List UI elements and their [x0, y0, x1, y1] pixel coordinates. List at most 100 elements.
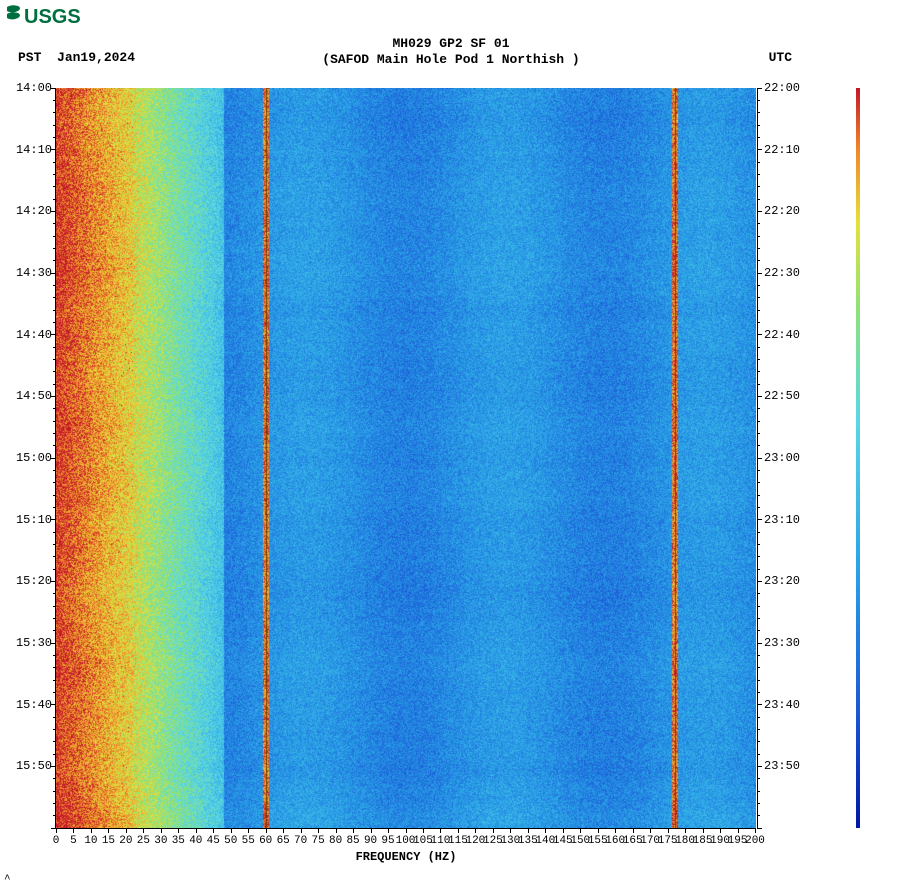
x-tick-label: 200	[745, 835, 765, 847]
spectrogram-canvas	[56, 88, 756, 828]
x-tick	[266, 828, 267, 833]
y-tick	[757, 618, 760, 619]
y-tick	[53, 544, 56, 545]
x-tick	[196, 828, 197, 833]
y-tick-label-right: 23:40	[764, 698, 800, 712]
date-left: Jan19,2024	[57, 50, 135, 65]
x-tick	[213, 828, 214, 833]
y-tick	[757, 778, 760, 779]
y-axis-right	[757, 88, 758, 828]
y-tick	[757, 396, 762, 397]
x-tick	[371, 828, 372, 833]
chart-header: MH029 GP2 SF 01 (SAFOD Main Hole Pod 1 N…	[0, 36, 902, 67]
y-tick	[53, 285, 56, 286]
y-tick-label-left: 15:50	[14, 759, 52, 773]
x-tick-label: 20	[119, 835, 132, 847]
y-tick-label-left: 14:20	[14, 204, 52, 218]
x-tick	[423, 828, 424, 833]
x-tick-label: 90	[364, 835, 377, 847]
y-tick	[757, 137, 760, 138]
x-tick	[318, 828, 319, 833]
x-tick-label: 80	[329, 835, 342, 847]
x-tick	[301, 828, 302, 833]
y-tick	[53, 470, 56, 471]
y-tick-label-right: 22:20	[764, 204, 800, 218]
y-tick-label-right: 22:30	[764, 266, 800, 280]
y-tick	[757, 223, 760, 224]
x-tick	[685, 828, 686, 833]
x-tick-label: 65	[277, 835, 290, 847]
colorbar	[856, 88, 860, 828]
y-tick	[757, 297, 760, 298]
y-tick	[53, 137, 56, 138]
y-tick	[757, 519, 762, 520]
y-tick-label-right: 22:50	[764, 389, 800, 403]
y-tick-label-left: 14:30	[14, 266, 52, 280]
x-tick	[73, 828, 74, 833]
y-tick	[757, 532, 760, 533]
y-tick	[53, 223, 56, 224]
y-tick	[757, 186, 760, 187]
y-tick	[53, 791, 56, 792]
y-tick	[53, 532, 56, 533]
y-tick-label-right: 22:10	[764, 143, 800, 157]
y-tick	[757, 260, 760, 261]
y-tick	[53, 729, 56, 730]
y-tick	[757, 371, 760, 372]
y-tick	[53, 162, 56, 163]
y-tick-label-right: 23:10	[764, 513, 800, 527]
y-tick	[53, 384, 56, 385]
y-tick	[53, 112, 56, 113]
y-tick	[53, 408, 56, 409]
y-tick	[53, 322, 56, 323]
y-tick	[757, 507, 760, 508]
y-tick	[757, 310, 760, 311]
x-tick	[143, 828, 144, 833]
x-tick	[493, 828, 494, 833]
y-tick	[757, 162, 760, 163]
x-tick	[668, 828, 669, 833]
y-tick	[757, 149, 762, 150]
y-tick	[757, 482, 760, 483]
x-tick-label: 5	[70, 835, 77, 847]
x-tick	[283, 828, 284, 833]
y-tick	[53, 680, 56, 681]
x-tick	[703, 828, 704, 833]
x-tick-label: 35	[172, 835, 185, 847]
y-tick	[53, 482, 56, 483]
x-tick	[440, 828, 441, 833]
y-tick	[757, 828, 762, 829]
y-tick	[757, 803, 760, 804]
caret-mark: ^	[4, 874, 11, 886]
y-tick	[53, 371, 56, 372]
y-tick	[757, 754, 760, 755]
x-tick	[178, 828, 179, 833]
x-tick-label: 40	[189, 835, 202, 847]
x-tick-label: 95	[381, 835, 394, 847]
y-tick	[757, 544, 760, 545]
x-tick-label: 30	[154, 835, 167, 847]
y-tick	[757, 766, 762, 767]
y-tick	[53, 186, 56, 187]
y-tick	[757, 791, 760, 792]
x-tick	[615, 828, 616, 833]
y-tick	[53, 569, 56, 570]
y-tick	[53, 347, 56, 348]
y-tick	[757, 655, 760, 656]
y-tick	[757, 88, 762, 89]
x-tick	[563, 828, 564, 833]
y-tick	[53, 630, 56, 631]
x-tick-label: 60	[259, 835, 272, 847]
x-tick	[231, 828, 232, 833]
y-tick	[53, 815, 56, 816]
x-tick-label: 85	[346, 835, 359, 847]
x-tick	[108, 828, 109, 833]
y-tick	[53, 667, 56, 668]
y-tick	[53, 593, 56, 594]
x-tick	[510, 828, 511, 833]
x-tick-label: 70	[294, 835, 307, 847]
y-tick	[757, 593, 760, 594]
y-tick-label-right: 22:40	[764, 328, 800, 342]
y-tick	[757, 643, 762, 644]
y-tick	[757, 692, 760, 693]
